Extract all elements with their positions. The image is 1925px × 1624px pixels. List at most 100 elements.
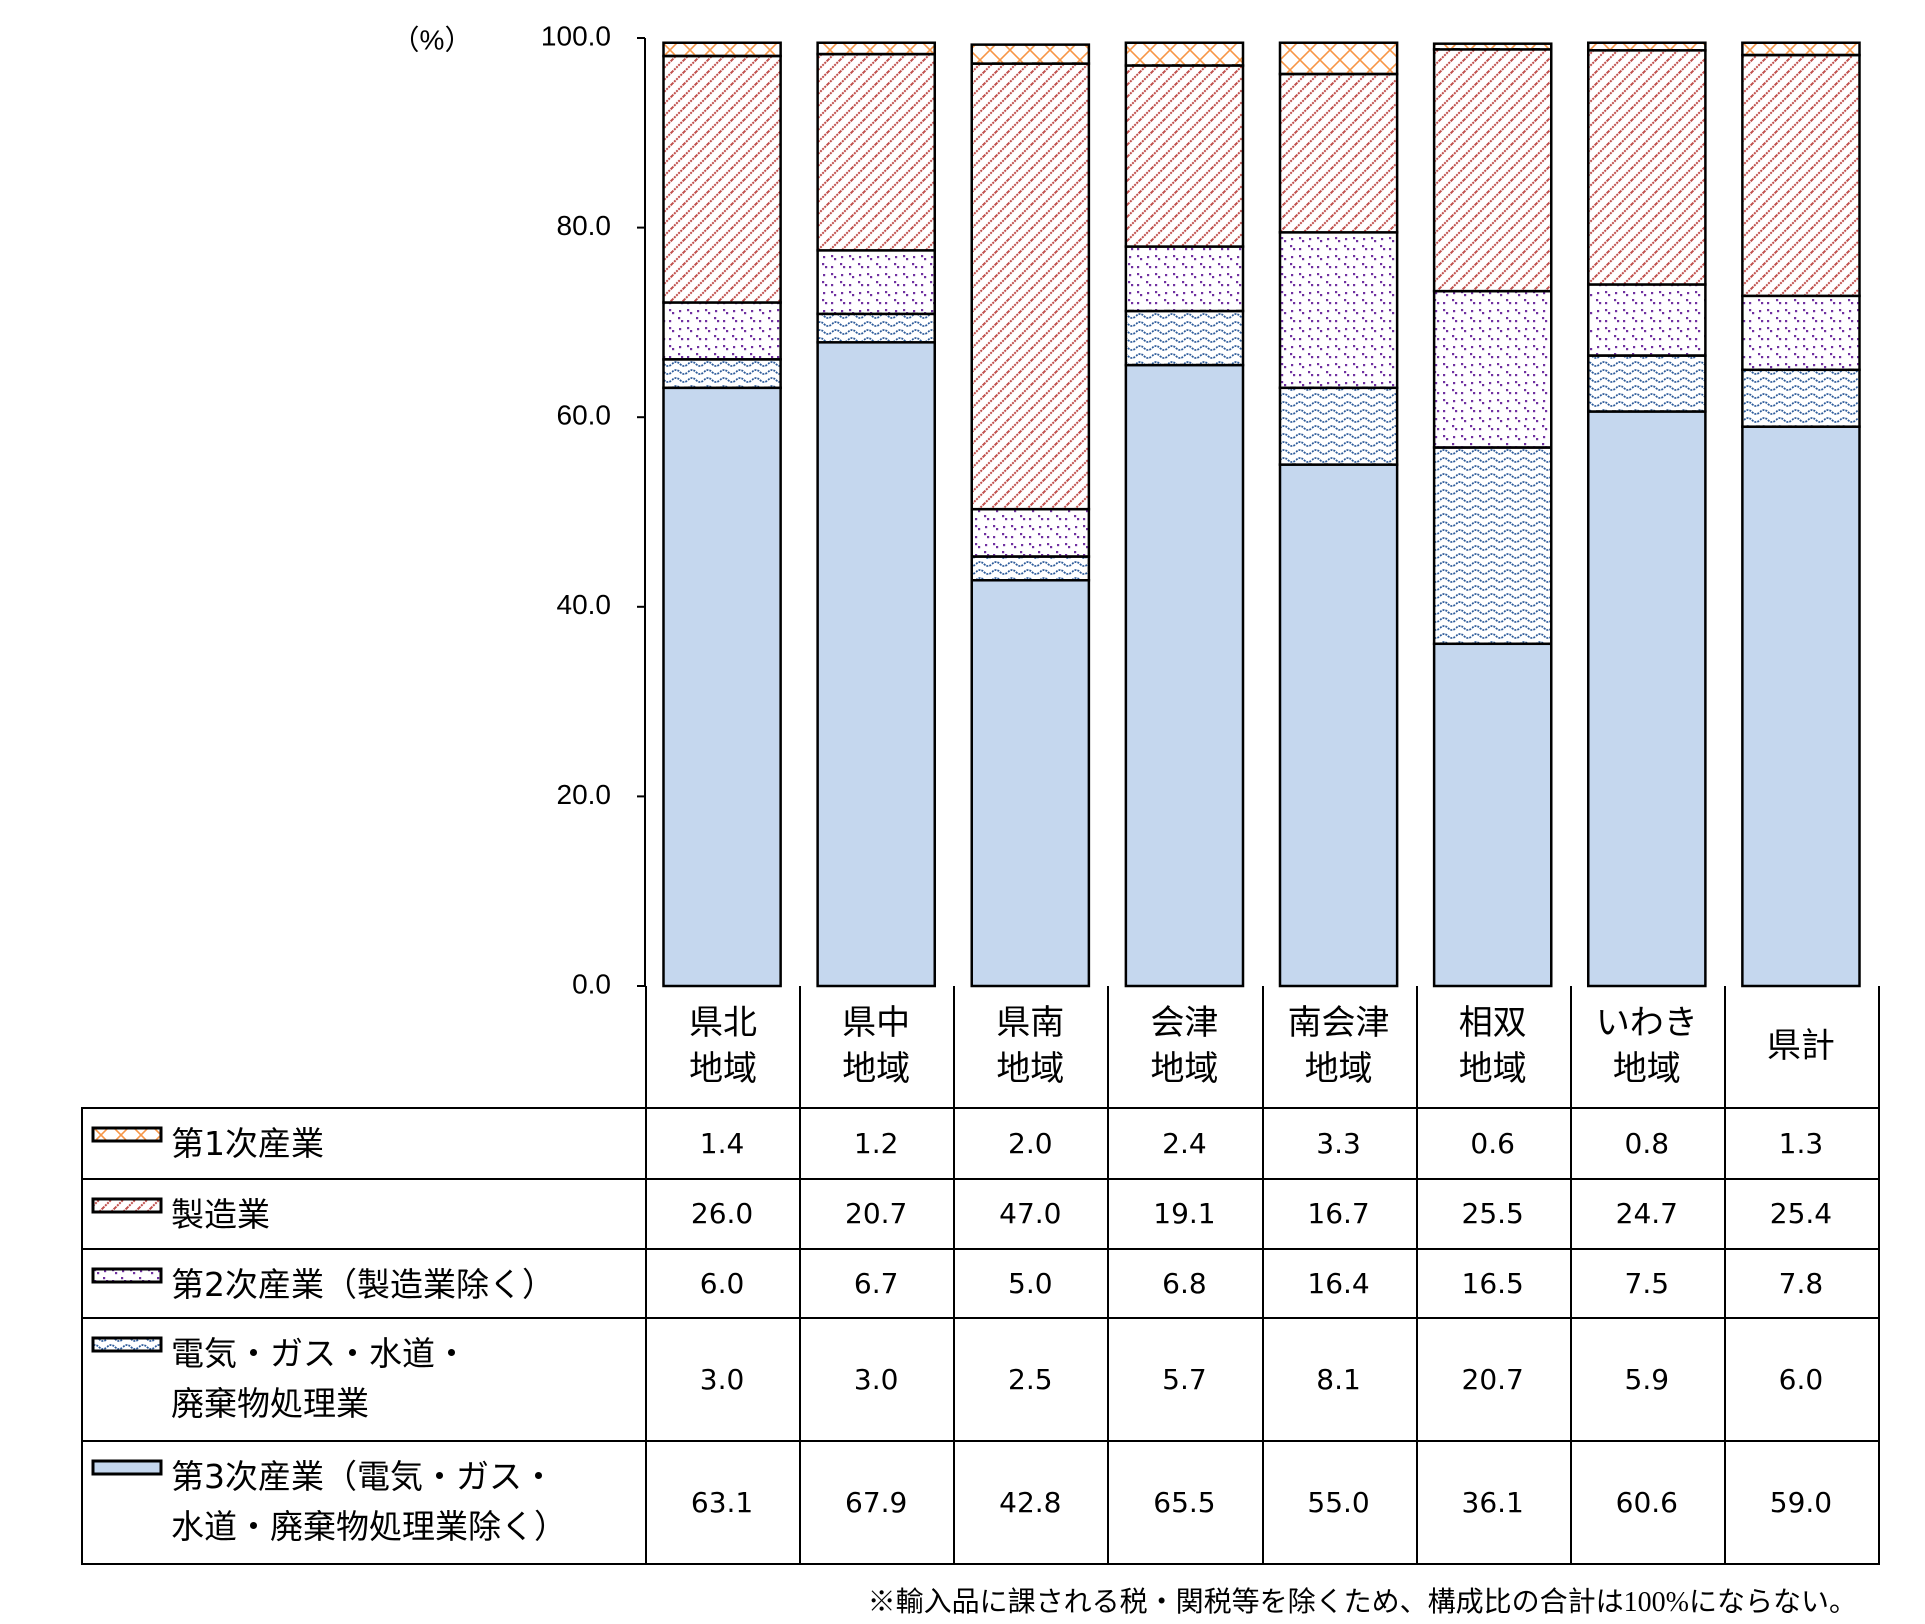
bar-segment (1124, 64, 1245, 248)
category-label: 南会津 地域 (1261, 986, 1418, 1109)
legend-label: 第1次産業 (171, 1124, 324, 1163)
category-label: 相双 地域 (1415, 986, 1572, 1109)
table-value: 16.5 (1415, 1248, 1572, 1319)
bar-segment (1741, 368, 1861, 428)
table-value: 67.9 (799, 1440, 956, 1565)
legend-entry: 製造業 (81, 1178, 647, 1250)
legend-entry: 第1次産業 (81, 1107, 647, 1180)
bar-segment (1124, 363, 1245, 988)
table-value: 20.7 (1415, 1317, 1572, 1442)
bar-segment (816, 341, 937, 988)
bar-segment (970, 507, 1091, 558)
legend-swatch (91, 1126, 163, 1143)
table-value: 5.7 (1107, 1317, 1264, 1442)
y-unit-label: （%） (392, 24, 473, 55)
bar-segment (1586, 283, 1707, 357)
bar-segment (1278, 463, 1399, 988)
table-value: 6.7 (799, 1248, 956, 1319)
y-tick-label: 100.0 (541, 20, 611, 51)
table-value: 1.4 (645, 1107, 802, 1180)
bar-segment (662, 41, 782, 58)
legend-label: 製造業 (171, 1195, 270, 1234)
bar-segment (1432, 446, 1553, 646)
bar-segment (816, 41, 937, 56)
table-value: 42.8 (953, 1440, 1110, 1565)
bar-segment (662, 358, 782, 390)
table-value: 19.1 (1107, 1178, 1264, 1250)
legend-label: 第3次産業（電気・ガス・ 水道・廃棄物処理業除く） (171, 1457, 567, 1546)
bar-segment (662, 301, 782, 361)
table-value: 3.3 (1261, 1107, 1418, 1180)
table-value: 26.0 (645, 1178, 802, 1250)
table-value: 55.0 (1261, 1440, 1418, 1565)
bar-segment (1586, 354, 1707, 413)
bar-segment (1741, 294, 1861, 372)
y-tick-label: 40.0 (557, 589, 612, 620)
table-value: 6.0 (645, 1248, 802, 1319)
legend-entry: 第3次産業（電気・ガス・ 水道・廃棄物処理業除く） (81, 1440, 647, 1565)
bar-segment (1586, 41, 1707, 52)
bar-segment (1124, 41, 1245, 67)
table-value: 36.1 (1415, 1440, 1572, 1565)
category-label: 県計 (1723, 986, 1880, 1109)
legend-entry: 電気・ガス・水道・ 廃棄物処理業 (81, 1317, 647, 1442)
bar-segment (1124, 309, 1245, 367)
table-value: 60.6 (1569, 1440, 1726, 1565)
footnote: ※輸入品に課される税・関税等を除くため、構成比の合計は100%にならない。 (867, 1587, 1857, 1618)
bar-segment (970, 555, 1091, 582)
legend-swatch (91, 1336, 163, 1353)
table-value: 2.0 (953, 1107, 1110, 1180)
y-tick-label: 0.0 (572, 968, 611, 999)
bar-segment (1432, 42, 1553, 51)
bar-segment (1586, 410, 1707, 988)
legend-entry: 第2次産業（製造業除く） (81, 1248, 647, 1319)
legend-label: 電気・ガス・水道・ 廃棄物処理業 (171, 1334, 468, 1423)
bar-segment (816, 52, 937, 252)
category-label: 県中 地域 (799, 986, 956, 1109)
category-label: 県南 地域 (953, 986, 1110, 1109)
table-value: 8.1 (1261, 1317, 1418, 1442)
bar-segment (1741, 41, 1861, 57)
bar-segment (1741, 53, 1861, 298)
table-value: 5.9 (1569, 1317, 1726, 1442)
bar-segment (1432, 642, 1553, 988)
table-value: 65.5 (1107, 1440, 1264, 1565)
bar-segment (662, 386, 782, 988)
bar-segment (1124, 245, 1245, 313)
bar-segment (970, 43, 1091, 65)
table-value: 2.4 (1107, 1107, 1264, 1180)
table-value: 6.0 (1723, 1317, 1880, 1442)
legend-swatch (91, 1197, 163, 1214)
table-value: 1.2 (799, 1107, 956, 1180)
table-value: 6.8 (1107, 1248, 1264, 1319)
bar-segment (1586, 49, 1707, 286)
category-label: 会津 地域 (1107, 986, 1264, 1109)
table-value: 2.5 (953, 1317, 1110, 1442)
table-value: 63.1 (645, 1440, 802, 1565)
legend-swatch (91, 1459, 163, 1476)
legend-swatch (91, 1267, 163, 1284)
table-value: 25.4 (1723, 1178, 1880, 1250)
table-value: 47.0 (953, 1178, 1110, 1250)
bar-segment (1278, 72, 1399, 234)
category-label: いわき 地域 (1569, 986, 1726, 1109)
table-value: 1.3 (1723, 1107, 1880, 1180)
table-value: 3.0 (799, 1317, 956, 1442)
bar-segment (970, 62, 1091, 511)
bar-segment (816, 312, 937, 344)
table-value: 25.5 (1415, 1178, 1572, 1250)
bar-segment (662, 54, 782, 304)
y-tick-label: 60.0 (557, 400, 612, 431)
table-value: 7.8 (1723, 1248, 1880, 1319)
table-value: 16.4 (1261, 1248, 1418, 1319)
bar-segment (1432, 48, 1553, 293)
table-value: 20.7 (799, 1178, 956, 1250)
bar-segment (1278, 231, 1399, 390)
table-value: 24.7 (1569, 1178, 1726, 1250)
bar-segment (1432, 289, 1553, 449)
table-value: 59.0 (1723, 1440, 1880, 1565)
legend-label: 第2次産業（製造業除く） (171, 1265, 555, 1304)
table-value: 0.8 (1569, 1107, 1726, 1180)
